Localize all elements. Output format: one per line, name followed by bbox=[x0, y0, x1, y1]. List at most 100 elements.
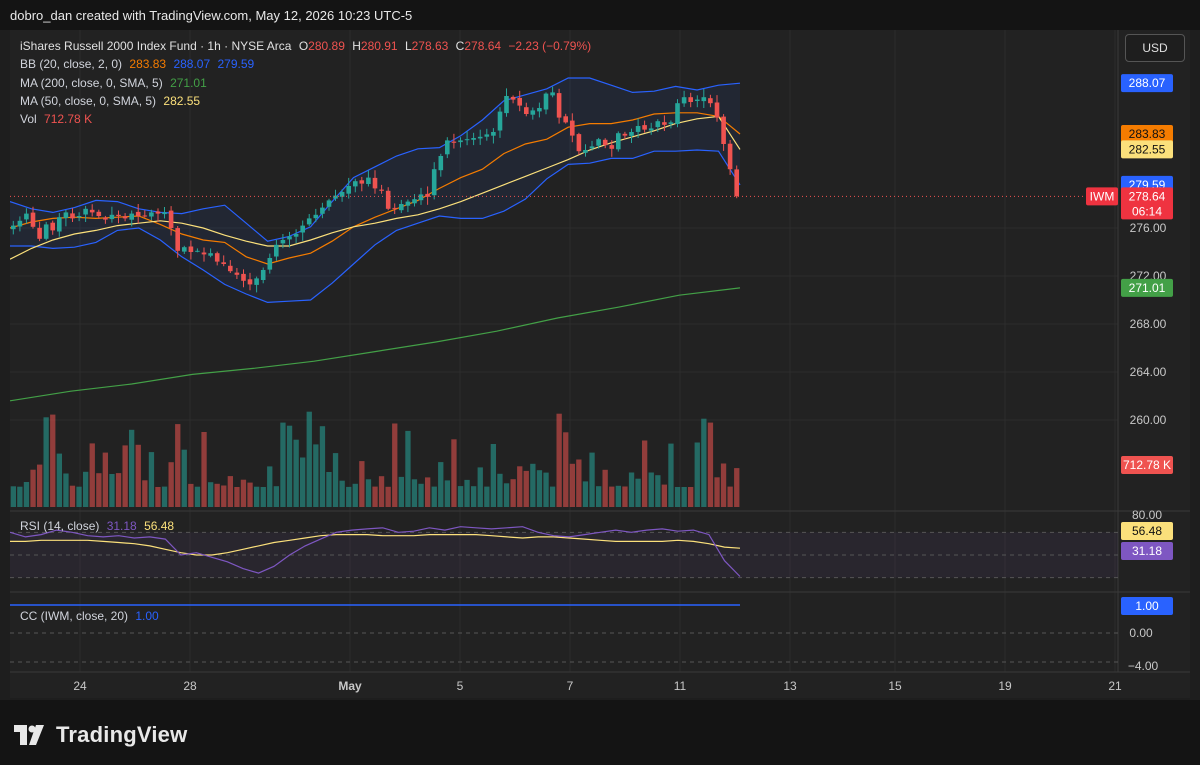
volume-bar bbox=[346, 486, 352, 507]
candle-body bbox=[714, 102, 720, 118]
volume-bar bbox=[306, 411, 312, 507]
candle-body bbox=[293, 234, 299, 237]
volume-bar bbox=[628, 472, 635, 507]
candle-body bbox=[201, 252, 207, 255]
tradingview-logo-icon bbox=[14, 725, 44, 745]
volume-bar bbox=[464, 479, 470, 507]
volume-bar bbox=[694, 442, 700, 507]
volume-bar bbox=[655, 475, 661, 507]
volume-bar bbox=[398, 476, 404, 507]
volume-bar bbox=[83, 471, 89, 507]
candle-body bbox=[228, 265, 233, 272]
candle-body bbox=[103, 217, 108, 220]
candle-body bbox=[570, 120, 575, 136]
candle-body bbox=[142, 215, 148, 217]
candle-body bbox=[425, 193, 430, 197]
candle-body bbox=[50, 222, 55, 231]
rsi-line bbox=[9, 526, 741, 577]
bb-legend[interactable]: BB (20, close, 2, 0) 283.83 288.07 279.5… bbox=[20, 57, 258, 71]
volume-bar bbox=[313, 444, 319, 507]
volume-bar bbox=[332, 453, 339, 507]
candle-body bbox=[300, 225, 305, 233]
ma50-label: MA (50, close, 0, SMA, 5) bbox=[20, 94, 157, 108]
volume-bar bbox=[69, 485, 76, 507]
credit-text: dobro_dan created with TradingView.com, … bbox=[10, 8, 413, 23]
volume-bar bbox=[17, 486, 23, 507]
candle-body bbox=[589, 146, 595, 149]
ma200-line bbox=[9, 287, 741, 402]
x-tick-label: 19 bbox=[998, 679, 1012, 693]
volume-bar bbox=[707, 422, 714, 507]
candle-body bbox=[43, 224, 49, 239]
candle-body bbox=[438, 156, 444, 171]
volume-bar bbox=[234, 487, 240, 507]
volume-bar bbox=[615, 485, 621, 507]
candle-body bbox=[727, 143, 733, 170]
volume-bar bbox=[405, 430, 411, 507]
candle-body bbox=[17, 220, 23, 227]
candle-body bbox=[57, 217, 62, 232]
volume-bar bbox=[155, 487, 161, 507]
volume-bar bbox=[221, 485, 227, 507]
candle-body bbox=[287, 236, 292, 240]
volume-bar bbox=[254, 486, 260, 507]
volume-bar bbox=[30, 469, 36, 507]
candle-body bbox=[399, 204, 404, 211]
volume-bar bbox=[326, 472, 332, 507]
x-tick-label: 5 bbox=[457, 679, 464, 693]
volume-bar bbox=[96, 473, 102, 507]
candle-body bbox=[76, 216, 82, 218]
candle-body bbox=[129, 213, 134, 220]
candle-body bbox=[648, 128, 654, 131]
volume-bar bbox=[648, 472, 654, 507]
volume-bar bbox=[609, 486, 615, 507]
candle-body bbox=[188, 246, 194, 252]
volume-bar bbox=[668, 443, 674, 507]
cc-tick-label: 0.00 bbox=[1129, 626, 1153, 640]
volume-bar bbox=[661, 484, 667, 507]
vol-legend[interactable]: Vol 712.78 K bbox=[20, 112, 96, 126]
rsi-legend[interactable]: RSI (14, close) 31.18 56.48 bbox=[20, 519, 178, 533]
volume-bar bbox=[477, 467, 483, 507]
candle-body bbox=[214, 253, 220, 262]
bb-basis-tag: 283.83 bbox=[1129, 127, 1166, 141]
candle-body bbox=[359, 180, 365, 184]
low-label: L bbox=[404, 39, 412, 53]
low-value: 278.63 bbox=[411, 39, 449, 53]
candle-body bbox=[96, 211, 102, 216]
chart-area[interactable]: 276.00 272.00 268.00 264.00 260.00 24 28 May 5 7 1… bbox=[9, 30, 1190, 698]
volume-bar bbox=[280, 422, 286, 507]
rsi-top-tick: 80.00 bbox=[1132, 508, 1162, 522]
candle-body bbox=[109, 214, 115, 220]
rsi-tag: 31.18 bbox=[1132, 544, 1162, 558]
last-price-tag-bg bbox=[1121, 187, 1173, 220]
rsi-ma-legend-value: 56.48 bbox=[144, 519, 175, 533]
volume-tag: 712.78 K bbox=[1123, 458, 1171, 472]
volume-bar bbox=[490, 444, 496, 507]
open-value: 280.89 bbox=[308, 39, 345, 53]
volume-bar bbox=[23, 482, 30, 507]
cc-legend[interactable]: CC (IWM, close, 20) 1.00 bbox=[20, 609, 163, 623]
top-bar: dobro_dan created with TradingView.com, … bbox=[0, 0, 1200, 30]
volume-bar bbox=[378, 476, 385, 507]
volume-bar bbox=[240, 479, 247, 507]
volume-bar bbox=[247, 482, 253, 507]
volume-bar bbox=[517, 466, 523, 507]
candle-body bbox=[477, 136, 483, 139]
volume-bar bbox=[596, 486, 602, 507]
candle-body bbox=[497, 111, 503, 131]
volume-bar bbox=[438, 462, 444, 507]
volume-bar bbox=[227, 476, 233, 507]
volume-bar bbox=[720, 463, 727, 507]
candle-body bbox=[83, 208, 88, 215]
candle-body bbox=[708, 98, 713, 104]
candle-body bbox=[339, 192, 345, 197]
ma50-legend[interactable]: MA (50, close, 0, SMA, 5) 282.55 bbox=[20, 94, 204, 108]
currency-button[interactable]: USD bbox=[1125, 34, 1185, 62]
candle-body bbox=[30, 212, 36, 227]
candle-body bbox=[333, 195, 338, 199]
ma200-legend[interactable]: MA (200, close, 0, SMA, 5) 271.01 bbox=[20, 76, 211, 90]
y-tick-label: 264.00 bbox=[1130, 365, 1167, 379]
volume-bar bbox=[635, 478, 641, 507]
